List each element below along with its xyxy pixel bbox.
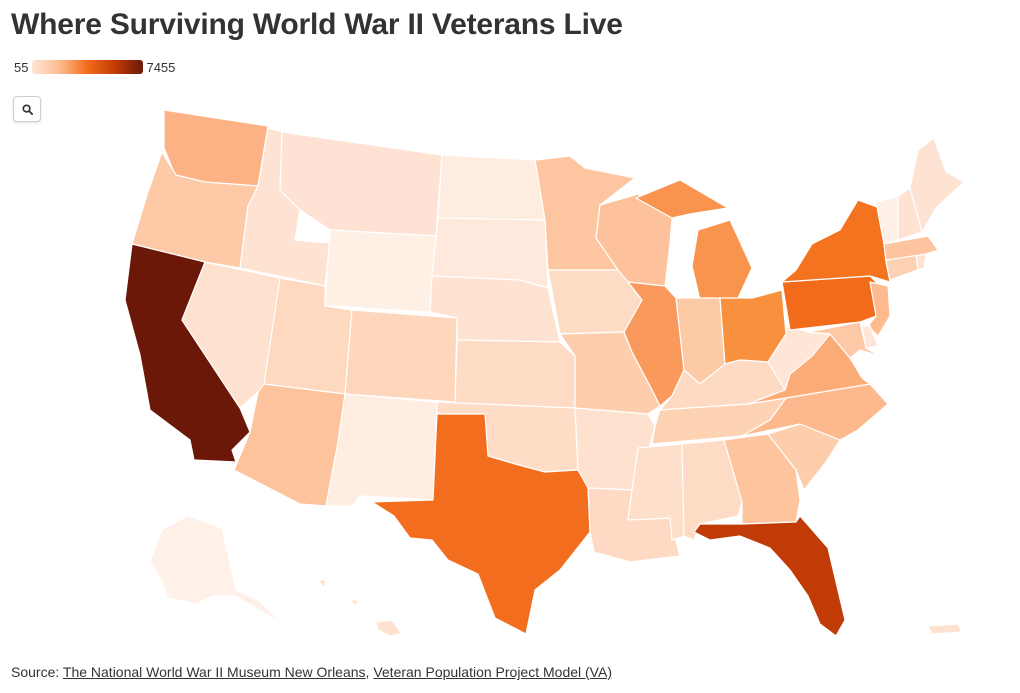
search-icon <box>21 103 33 115</box>
source-link-va-model[interactable]: Veteran Population Project Model (VA) <box>373 664 612 680</box>
state-arizona[interactable] <box>233 383 346 507</box>
state-new-mexico[interactable] <box>325 393 438 507</box>
state-alaska[interactable] <box>149 515 283 623</box>
source-separator: , <box>365 664 374 680</box>
chart-title: Where Surviving World War II Veterans Li… <box>11 8 623 41</box>
state-montana[interactable] <box>279 131 443 237</box>
state-florida[interactable] <box>693 515 846 637</box>
source-prefix: Source: <box>11 664 63 680</box>
legend-max-label: 7455 <box>146 59 176 75</box>
state-illinois[interactable] <box>623 281 685 407</box>
source-link-wwii-museum[interactable]: The National World War II Museum New Orl… <box>62 664 366 680</box>
legend-min-label: 55 <box>14 59 29 75</box>
state-massachusetts[interactable] <box>883 235 939 261</box>
state-colorado[interactable] <box>344 309 458 403</box>
search-button[interactable] <box>13 96 41 122</box>
state-kansas[interactable] <box>454 339 576 409</box>
state-rhode-island[interactable] <box>915 253 927 271</box>
state-new-jersey[interactable] <box>867 281 891 337</box>
territory-puerto-rico[interactable] <box>927 623 963 635</box>
state-maryland[interactable] <box>807 321 881 359</box>
state-texas[interactable] <box>371 413 591 635</box>
legend-gradient-bar <box>32 60 144 74</box>
state-wyoming[interactable] <box>324 229 437 313</box>
source-line: Source: The National World War II Museum… <box>11 664 612 680</box>
color-legend: 55 7455 <box>14 59 175 75</box>
state-north-dakota[interactable] <box>437 154 546 221</box>
state-washington[interactable] <box>163 109 269 187</box>
us-choropleth-map <box>124 109 965 637</box>
state-hawaii[interactable] <box>317 579 403 637</box>
state-north-carolina[interactable] <box>741 383 889 441</box>
state-maine[interactable] <box>909 137 965 233</box>
state-pennsylvania[interactable] <box>781 275 885 331</box>
state-new-york[interactable] <box>781 199 891 283</box>
